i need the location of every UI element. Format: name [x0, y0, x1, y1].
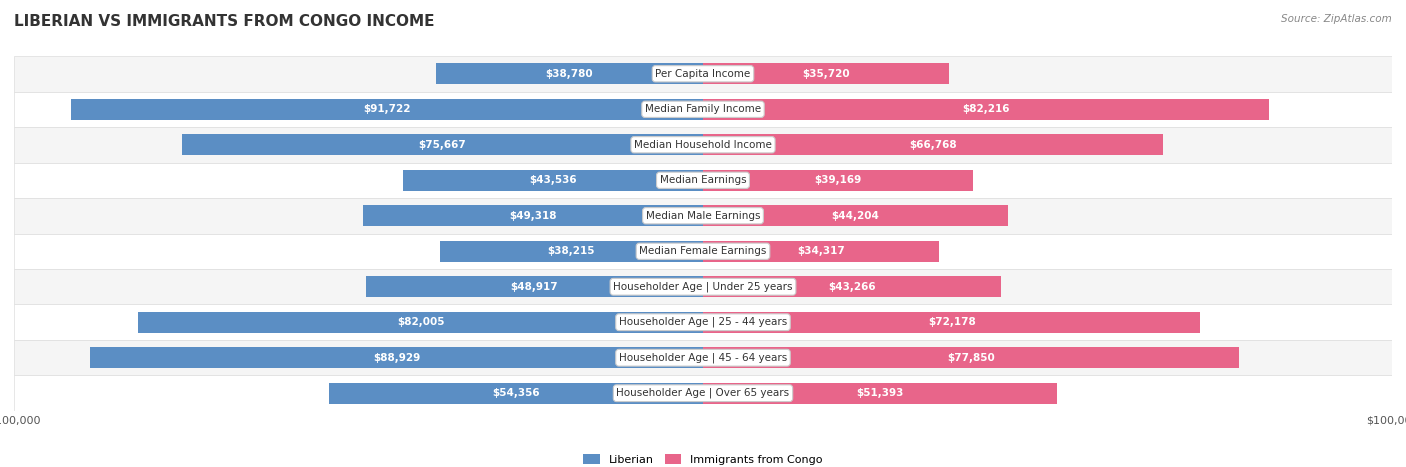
Bar [181, 134, 703, 156]
Bar [703, 134, 1163, 156]
Text: $43,536: $43,536 [529, 175, 576, 185]
Text: $82,005: $82,005 [396, 317, 444, 327]
Bar [703, 311, 1201, 333]
Text: LIBERIAN VS IMMIGRANTS FROM CONGO INCOME: LIBERIAN VS IMMIGRANTS FROM CONGO INCOME [14, 14, 434, 29]
Bar [14, 269, 1392, 304]
Bar [138, 311, 703, 333]
Bar [14, 163, 1392, 198]
Text: $72,178: $72,178 [928, 317, 976, 327]
Text: $39,169: $39,169 [814, 175, 862, 185]
Legend: Liberian, Immigrants from Congo: Liberian, Immigrants from Congo [579, 450, 827, 467]
Text: $49,318: $49,318 [509, 211, 557, 221]
Text: $51,393: $51,393 [856, 388, 904, 398]
Bar [14, 340, 1392, 375]
Bar [90, 347, 703, 368]
Bar [14, 375, 1392, 411]
Text: Median Family Income: Median Family Income [645, 104, 761, 114]
Text: $48,917: $48,917 [510, 282, 558, 292]
Text: Per Capita Income: Per Capita Income [655, 69, 751, 79]
Text: $88,929: $88,929 [373, 353, 420, 363]
Text: Median Earnings: Median Earnings [659, 175, 747, 185]
Bar [703, 99, 1270, 120]
Text: Householder Age | 25 - 44 years: Householder Age | 25 - 44 years [619, 317, 787, 327]
Text: Median Household Income: Median Household Income [634, 140, 772, 150]
Bar [703, 241, 939, 262]
Text: Median Female Earnings: Median Female Earnings [640, 246, 766, 256]
Text: Householder Age | 45 - 64 years: Householder Age | 45 - 64 years [619, 353, 787, 363]
Bar [703, 170, 973, 191]
Text: $77,850: $77,850 [948, 353, 995, 363]
Bar [14, 92, 1392, 127]
Bar [703, 63, 949, 85]
Text: Median Male Earnings: Median Male Earnings [645, 211, 761, 221]
Bar [363, 205, 703, 226]
Bar [14, 127, 1392, 163]
Text: $38,215: $38,215 [547, 246, 595, 256]
Text: $34,317: $34,317 [797, 246, 845, 256]
Text: $91,722: $91,722 [363, 104, 411, 114]
Bar [703, 205, 1008, 226]
Text: $44,204: $44,204 [831, 211, 879, 221]
Text: $54,356: $54,356 [492, 388, 540, 398]
Text: Householder Age | Over 65 years: Householder Age | Over 65 years [616, 388, 790, 398]
Text: $75,667: $75,667 [419, 140, 467, 150]
Bar [14, 304, 1392, 340]
Bar [703, 276, 1001, 297]
Text: $82,216: $82,216 [963, 104, 1010, 114]
Bar [436, 63, 703, 85]
Text: Householder Age | Under 25 years: Householder Age | Under 25 years [613, 282, 793, 292]
Bar [14, 56, 1392, 92]
Bar [72, 99, 703, 120]
Bar [703, 347, 1239, 368]
Bar [703, 382, 1057, 404]
Bar [329, 382, 703, 404]
Text: Source: ZipAtlas.com: Source: ZipAtlas.com [1281, 14, 1392, 24]
Bar [14, 234, 1392, 269]
Bar [440, 241, 703, 262]
Bar [14, 198, 1392, 234]
Text: $35,720: $35,720 [803, 69, 849, 79]
Bar [404, 170, 703, 191]
Text: $43,266: $43,266 [828, 282, 876, 292]
Text: $38,780: $38,780 [546, 69, 593, 79]
Text: $66,768: $66,768 [910, 140, 957, 150]
Bar [366, 276, 703, 297]
